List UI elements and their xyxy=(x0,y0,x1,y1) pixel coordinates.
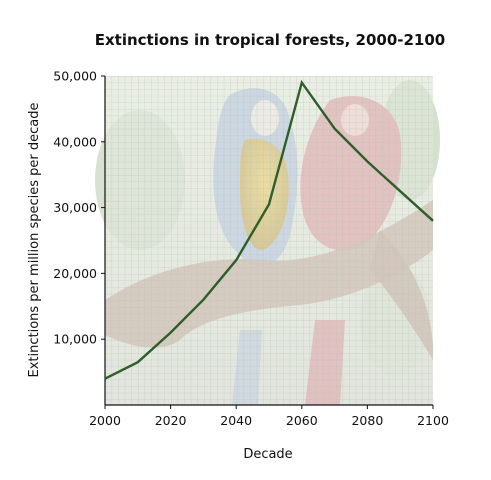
y-tick-label: 30,000 xyxy=(53,200,97,215)
x-tick-label: 2020 xyxy=(155,413,187,428)
x-tick-label: 2040 xyxy=(220,413,252,428)
y-tick-label: 10,000 xyxy=(53,332,97,347)
x-tick-label: 2000 xyxy=(89,413,121,428)
y-tick-label: 40,000 xyxy=(53,134,97,149)
series-line xyxy=(104,79,434,380)
x-tick-label: 2080 xyxy=(351,413,383,428)
parrots-photo-background xyxy=(95,76,440,405)
y-tick-label: 50,000 xyxy=(53,69,97,84)
y-tick-label: 20,000 xyxy=(53,266,97,281)
axes xyxy=(104,76,433,406)
x-tick-label: 2100 xyxy=(417,413,449,428)
chart-title: Extinctions in tropical forests, 2000-21… xyxy=(95,31,446,49)
x-axis-label: Decade xyxy=(243,447,292,462)
x-tick-label: 2060 xyxy=(286,413,318,428)
y-axis-label: Extinctions per million species per deca… xyxy=(27,102,42,377)
